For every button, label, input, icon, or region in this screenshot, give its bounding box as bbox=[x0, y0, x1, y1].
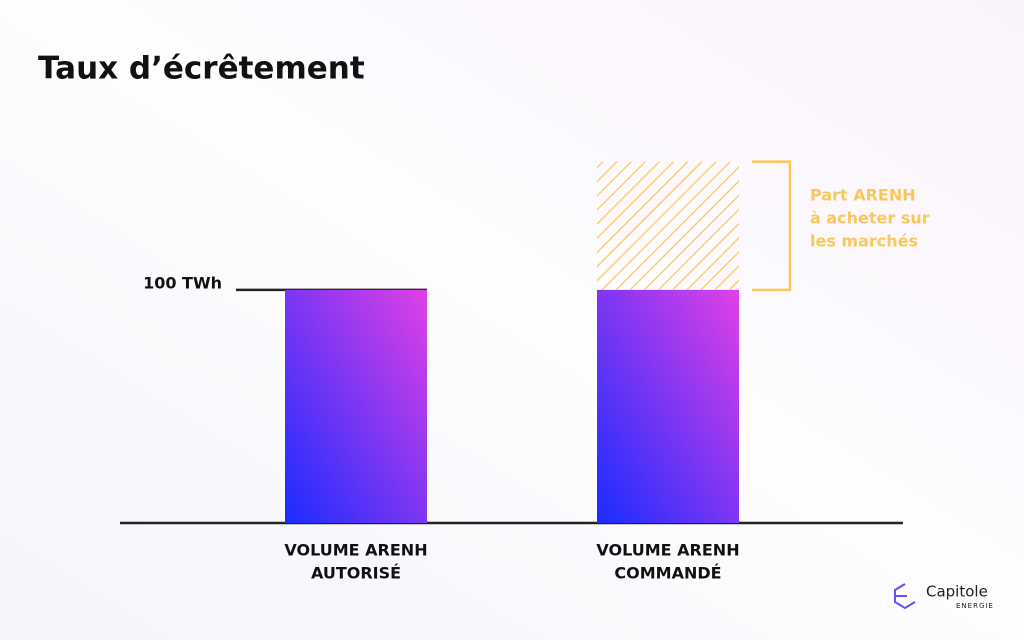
x-tick-label: AUTORISÉ bbox=[311, 564, 401, 583]
chart-title: Taux d’écrêtement bbox=[38, 51, 365, 87]
x-tick-label: VOLUME ARENH bbox=[596, 541, 739, 560]
annotation: les marchés bbox=[810, 231, 918, 250]
x-tick-label: COMMANDÉ bbox=[614, 564, 721, 583]
logo-subtitle: ENERGIE bbox=[956, 602, 994, 610]
hatched-bar bbox=[597, 161, 739, 290]
bar bbox=[597, 289, 739, 523]
y-tick-label: 100 TWh bbox=[143, 273, 222, 292]
bracket bbox=[752, 160, 792, 292]
logo: Capitole ENERGIE bbox=[894, 583, 994, 610]
bar bbox=[285, 289, 427, 523]
annotation: Part ARENH bbox=[810, 185, 916, 204]
logo-icon bbox=[894, 583, 916, 610]
x-tick-label: VOLUME ARENH bbox=[284, 541, 427, 560]
annotation: à acheter sur bbox=[810, 208, 930, 227]
logo-name: Capitole bbox=[926, 583, 988, 601]
